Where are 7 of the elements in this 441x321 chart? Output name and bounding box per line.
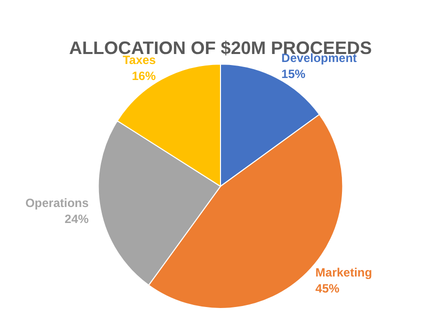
slice-label: Operations bbox=[25, 196, 89, 210]
slice-label: Taxes bbox=[122, 53, 156, 68]
data-label: 45% bbox=[315, 282, 340, 296]
slice-label: Marketing bbox=[315, 266, 372, 280]
data-label: 16% bbox=[132, 69, 156, 84]
data-label: 15% bbox=[281, 67, 306, 82]
data-label: 24% bbox=[64, 212, 89, 226]
